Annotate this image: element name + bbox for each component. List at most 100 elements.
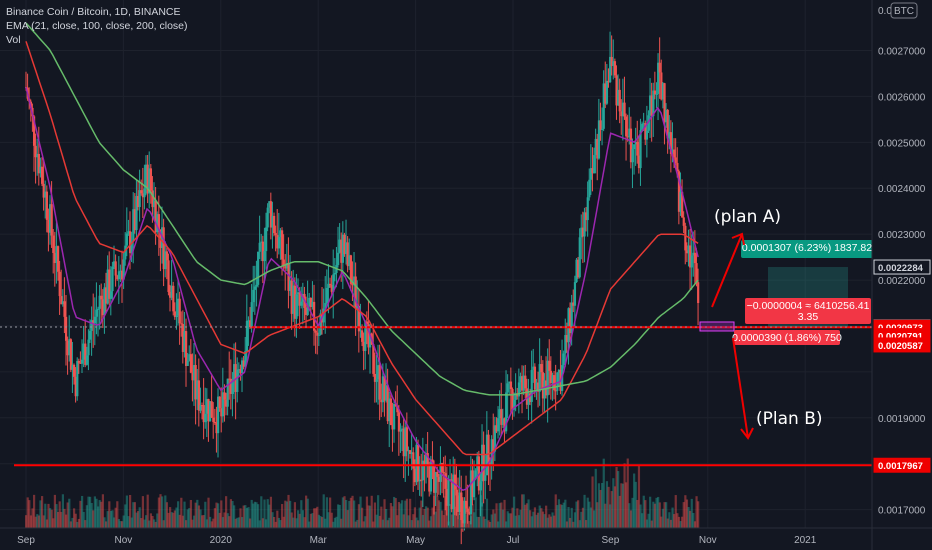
volume-indicator-label[interactable]: Vol [6,34,21,46]
volume-bar [97,506,100,528]
symbol-title[interactable]: Binance Coin / Bitcoin, 1D, BINANCE [6,6,181,18]
candle-body [549,370,553,384]
candle-body [263,251,266,262]
candle-body [100,295,103,300]
volume-bar [188,508,191,528]
candle-body [121,270,124,280]
volume-bar [431,507,434,528]
volume-bar [236,517,239,528]
volume-bar [242,505,245,528]
volume-bar [135,512,138,528]
candle-body [378,365,381,400]
volume-bar [237,517,241,528]
volume-bar [396,515,399,528]
volume-bar [255,502,258,528]
entry-box [699,321,735,332]
volume-bar [370,495,373,528]
volume-bar [170,512,173,528]
candle-body [455,489,458,496]
candle-body [282,259,285,266]
volume-bar [165,502,169,528]
candle-body [580,227,583,238]
time-tick-label: Jul [507,535,520,546]
volume-bar [601,482,604,528]
candle-body [655,93,658,95]
volume-bar [599,489,602,528]
ema-line [25,41,699,456]
volume-bar [37,515,41,528]
volume-bar [650,520,653,528]
candle-body [657,62,660,94]
volume-bar [421,515,425,528]
candle-body [586,197,589,221]
candle-body [668,132,671,139]
candle-body [143,188,146,198]
volume-bar [205,519,209,528]
candle-body [535,382,538,390]
volume-bar [197,505,201,528]
candle-body [207,399,210,422]
volume-bar [204,501,207,528]
candle-body [633,144,636,150]
volume-bar [501,509,505,528]
volume-bar [596,502,599,528]
volume-bar [665,502,668,528]
candle-body [95,309,98,317]
volume-bar [498,503,501,528]
candle-body [351,283,354,286]
volume-bar [682,502,685,528]
volume-bar [114,507,117,528]
volume-bar [522,494,525,528]
candle-body [461,520,465,524]
candle-body [354,276,357,309]
volume-bar [223,512,226,528]
volume-bar [442,515,445,528]
volume-bar [485,498,489,528]
volume-bar [482,516,485,528]
candle-body [194,365,197,400]
ema-indicator-label[interactable]: EMA (21, close, 100, close, 200, close) [6,20,188,32]
volume-bar [409,498,412,528]
candle-body [106,269,109,304]
candle-body [74,376,77,397]
candle-body [383,376,386,401]
volume-bar [268,504,271,528]
volume-bar [129,494,132,528]
volume-bar [79,500,82,528]
candle-body [564,335,567,354]
price-tag-text: 0.0022284 [878,263,924,274]
volume-bar [444,496,447,528]
volume-bar [169,507,172,528]
volume-bar [583,494,586,528]
volume-bar [658,502,661,528]
volume-bar [314,508,317,528]
candle-body [90,320,93,331]
candle-body [501,418,505,425]
volume-bar [621,483,625,528]
candle-body [76,361,79,397]
volume-bar [369,505,372,528]
volume-bar [265,519,268,528]
price-tick-label: 0.0019000 [878,414,926,425]
volume-bar [367,505,370,528]
volume-bar [225,496,228,528]
volume-bar [89,496,92,528]
volume-bar [157,497,161,528]
volume-bar [151,515,154,528]
volume-bar [109,510,113,528]
volume-bar [684,495,687,528]
annotation-layer: (plan A) (Plan B) [711,207,823,440]
volume-bar [287,494,290,528]
candle-body [607,80,610,83]
volume-bar [436,496,439,528]
candle-body [692,252,695,256]
candle-body [101,299,105,316]
volume-bar [33,494,36,528]
volume-bar [449,504,452,528]
candle-body [287,262,290,291]
volume-bar [613,486,617,528]
candle-body [269,201,273,228]
candle-body [279,230,282,238]
